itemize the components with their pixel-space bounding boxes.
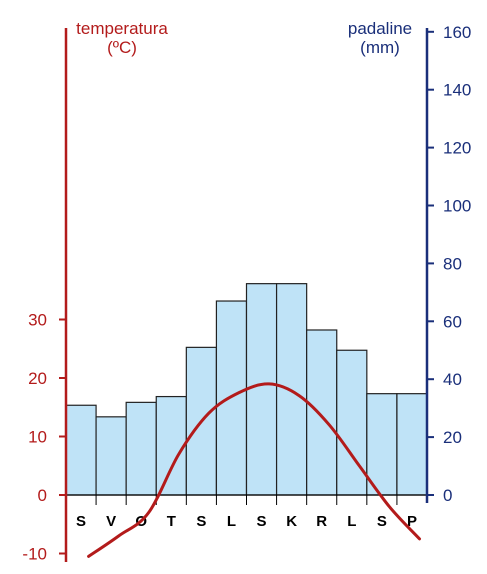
month-label: S [76, 513, 86, 530]
bars-group [65, 283, 428, 496]
temperature-ticks: -10 0 10 20 30 [22, 311, 66, 564]
month-label: S [377, 513, 387, 530]
month-label: P [407, 513, 417, 530]
precipitation-bar [396, 393, 428, 496]
temperature-axis-unit: (ºC) [107, 38, 137, 57]
temperature-line [87, 382, 421, 558]
month-label: L [227, 513, 236, 530]
precipitation-bar [95, 416, 127, 496]
precipitation-ticks: 0 20 40 60 80 100 120 140 160 [427, 23, 471, 505]
temperature-axis: temperatura (ºC) -10 0 10 20 30 [22, 19, 168, 564]
temperature-tick-label: 20 [28, 369, 47, 388]
precipitation-tick-label: 100 [443, 197, 471, 216]
precipitation-bar [275, 283, 308, 496]
precipitation-tick-label: 20 [443, 428, 462, 447]
temperature-tick-label: -10 [22, 545, 47, 564]
month-label: S [257, 513, 267, 530]
temperature-tick-label: 10 [28, 428, 47, 447]
precipitation-bar [125, 401, 157, 496]
precipitation-tick-label: 120 [443, 139, 471, 158]
month-label: R [316, 513, 327, 530]
precipitation-tick-label: 140 [443, 81, 471, 100]
precipitation-tick-label: 0 [443, 486, 452, 505]
month-label: T [167, 513, 176, 530]
temperature-axis-title: temperatura [76, 19, 168, 38]
month-label: L [347, 513, 356, 530]
month-label: K [286, 513, 297, 530]
precipitation-tick-label: 40 [443, 370, 462, 389]
precipitation-tick-label: 60 [443, 312, 462, 331]
temperature-tick-label: 30 [28, 311, 47, 330]
precipitation-bar [366, 393, 398, 496]
precipitation-tick-label: 160 [443, 23, 471, 42]
precipitation-tick-label: 80 [443, 254, 462, 273]
precipitation-bar [245, 283, 278, 496]
temperature-series [87, 382, 421, 558]
precipitation-axis-unit: (mm) [360, 38, 400, 57]
temperature-tick-label: 0 [38, 486, 47, 505]
precipitation-bar [65, 404, 97, 496]
month-label: V [106, 513, 116, 530]
precipitation-bar [336, 349, 368, 496]
precipitation-axis-title: padaline [348, 19, 412, 38]
month-label: S [196, 513, 206, 530]
precipitation-bar [306, 329, 338, 496]
precipitation-axis: padaline (mm) 0 20 40 60 80 100 120 140 160 [348, 19, 472, 505]
precipitation-bar [155, 395, 187, 496]
